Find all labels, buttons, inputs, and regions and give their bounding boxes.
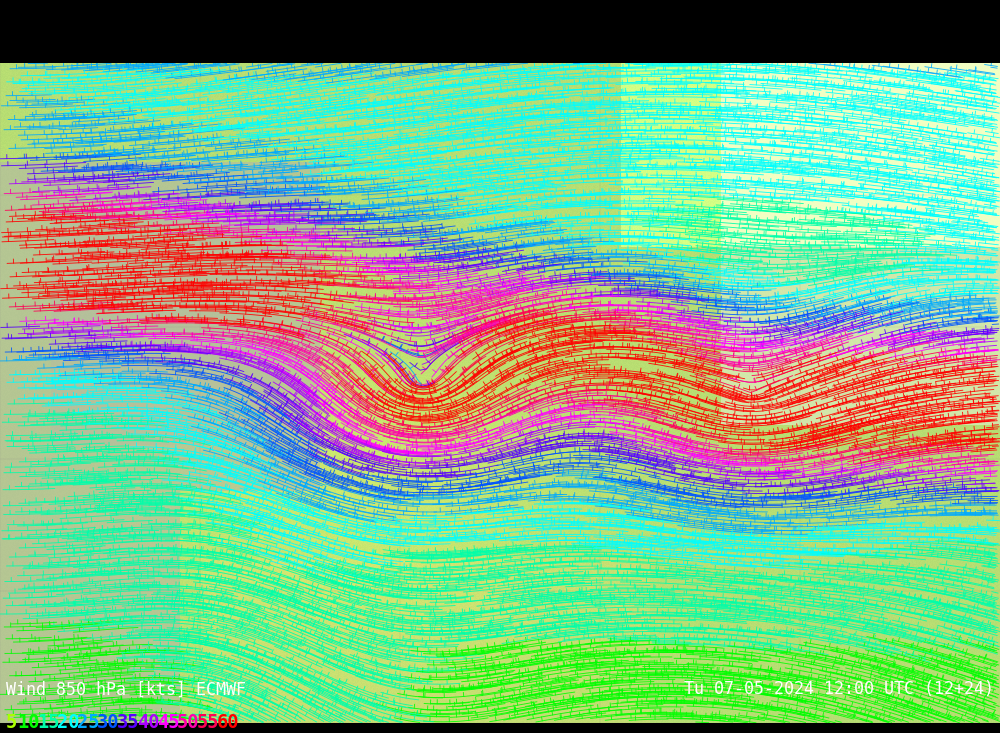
Text: 55: 55	[197, 712, 219, 732]
Text: 45: 45	[157, 712, 180, 732]
Text: Tu 07-05-2024 12:00 UTC (12+24): Tu 07-05-2024 12:00 UTC (12+24)	[684, 680, 994, 699]
Text: 25: 25	[77, 712, 100, 732]
Text: 40: 40	[137, 712, 160, 732]
Text: 50: 50	[177, 712, 199, 732]
Text: 35: 35	[117, 712, 140, 732]
Text: 30: 30	[97, 712, 120, 732]
Text: 15: 15	[38, 712, 60, 732]
Text: 20: 20	[57, 712, 80, 732]
Text: 5: 5	[6, 712, 17, 732]
Text: 10: 10	[18, 712, 40, 732]
Text: Wind 850 hPa [kts] ECMWF: Wind 850 hPa [kts] ECMWF	[6, 680, 246, 699]
Text: 60: 60	[217, 712, 239, 732]
